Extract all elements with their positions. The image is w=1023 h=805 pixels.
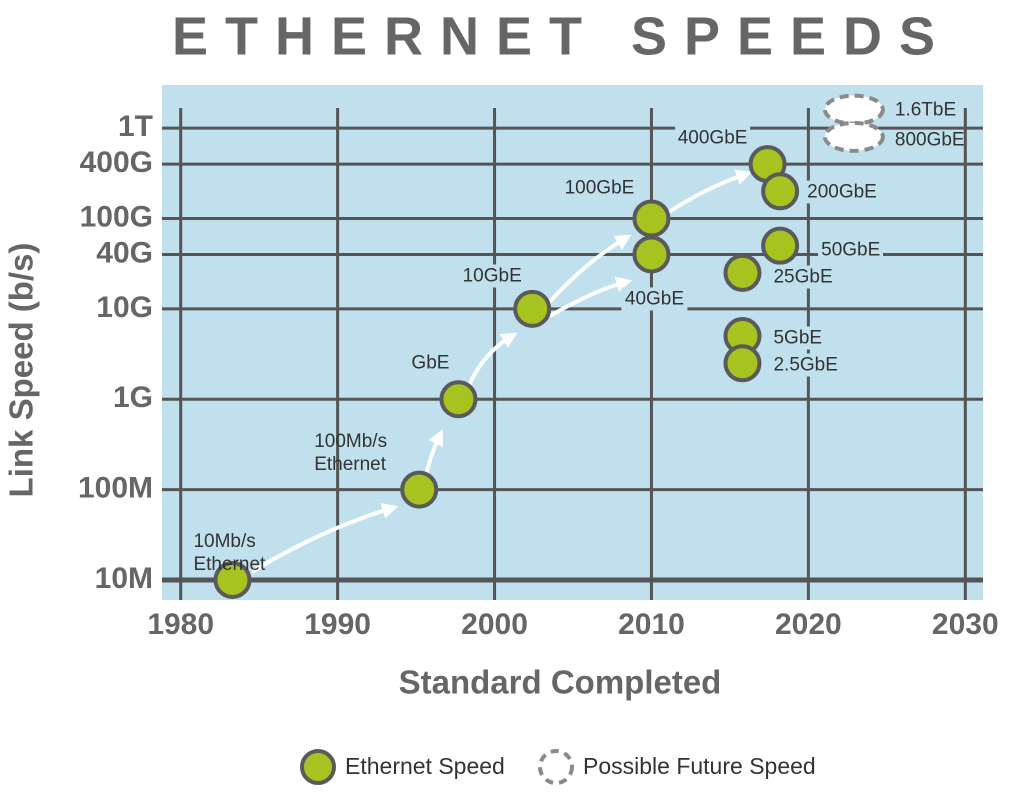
arrow [664, 169, 753, 216]
point [632, 235, 671, 274]
x-axis-title: Standard Completed [399, 664, 722, 701]
point [723, 253, 762, 292]
point-label: 200GbE [804, 180, 880, 204]
x-tick-label: 2010 [618, 608, 685, 641]
point-label: GbE [408, 351, 453, 375]
arrow [543, 234, 632, 309]
y-tick-label: 10M [95, 562, 153, 595]
x-tick-label: 2000 [461, 608, 528, 641]
point [632, 199, 671, 238]
x-tick-label: 1980 [147, 608, 214, 641]
future-point [822, 120, 885, 153]
point [513, 289, 552, 328]
point-label: 100Mb/s Ethernet [314, 430, 388, 475]
point-label: 10GbE [459, 264, 525, 288]
y-tick-label: 40G [96, 236, 153, 269]
arrow [250, 503, 399, 574]
y-tick-label: 1T [118, 110, 153, 143]
point [761, 172, 800, 211]
point-label: 400GbE [674, 126, 751, 150]
point-label: 1.6TbE [894, 99, 957, 121]
arrow [548, 276, 633, 318]
point [761, 226, 800, 265]
point [400, 470, 439, 509]
chart-title: ETHERNET SPEEDS [172, 6, 952, 66]
y-tick-label: 100G [80, 200, 153, 233]
legend-label: Ethernet Speed [345, 753, 505, 779]
x-tick-label: 2030 [932, 608, 999, 641]
point [213, 560, 252, 599]
point-label: 50GbE [818, 238, 884, 262]
x-tick-label: 2020 [775, 608, 842, 641]
point-label: 40GbE [621, 287, 688, 311]
point-label: 100GbE [561, 176, 638, 200]
legend: Ethernet Speed Possible Future Speed [300, 749, 816, 785]
y-tick-label: 10G [96, 291, 153, 324]
x-tick-label: 1990 [304, 608, 371, 641]
y-tick-label: 1G [113, 381, 153, 414]
point-label: 2.5GbE [770, 353, 841, 377]
point [723, 344, 762, 383]
point-label: 10Mb/s Ethernet [193, 530, 266, 575]
legend-swatch [300, 749, 336, 785]
point-label: 25GbE [770, 265, 836, 289]
legend-label: Possible Future Speed [583, 753, 816, 779]
point-label: 800GbE [894, 129, 965, 151]
marks [213, 93, 885, 599]
y-axis-title: Link Speed (b/s) [3, 243, 40, 498]
future-point [822, 93, 885, 126]
point [439, 380, 478, 419]
y-tick-label: 400G [80, 146, 153, 179]
point-label: 5GbE [770, 326, 826, 350]
plot-area [162, 85, 983, 600]
y-tick-label: 100M [78, 472, 153, 505]
legend-swatch [538, 749, 574, 785]
